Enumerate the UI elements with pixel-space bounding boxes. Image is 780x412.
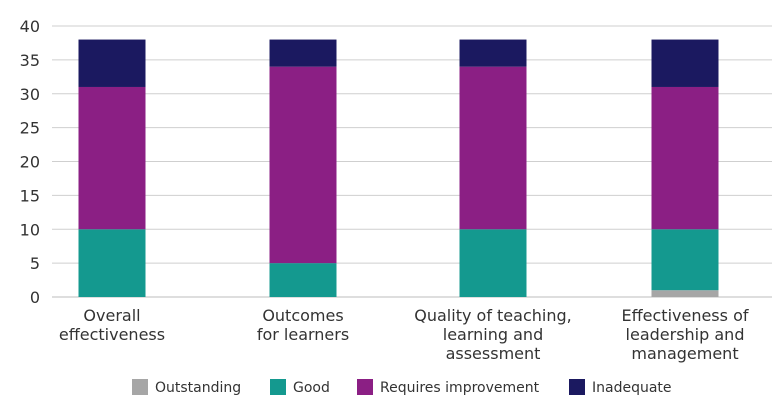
bar-segment-inadequate xyxy=(651,39,719,87)
category-label: Outcomes xyxy=(262,306,343,325)
y-tick-label: 30 xyxy=(20,85,40,104)
category-label: learning and xyxy=(443,325,543,344)
bar-segment-outstanding xyxy=(651,290,719,297)
bar-segment-inadequate xyxy=(78,39,146,87)
legend-swatch xyxy=(569,379,585,395)
bar-segment-requires-improvement xyxy=(269,66,337,264)
legend-label: Inadequate xyxy=(592,380,672,396)
y-tick-label: 0 xyxy=(30,288,40,307)
bar-segment-inadequate xyxy=(459,39,527,67)
bars xyxy=(78,39,719,297)
bar-segment-good xyxy=(459,229,527,297)
category-label: Quality of teaching, xyxy=(414,306,571,325)
bar-segment-good xyxy=(78,229,146,297)
category-label: effectiveness xyxy=(59,325,165,344)
y-tick-label: 10 xyxy=(20,220,40,239)
category-label: Overall xyxy=(83,306,140,325)
y-tick-label: 15 xyxy=(20,186,40,205)
bar-segment-good xyxy=(269,263,337,297)
legend-swatch xyxy=(357,379,373,395)
category-label: management xyxy=(631,344,738,363)
y-tick-label: 20 xyxy=(20,153,40,172)
legend-swatch xyxy=(132,379,148,395)
y-tick-label: 25 xyxy=(20,119,40,138)
y-axis-tick-labels: 0 5 10 15 20 25 30 35 40 xyxy=(20,17,40,307)
legend: Outstanding Good Requires improvement Inade… xyxy=(132,379,672,396)
y-tick-label: 5 xyxy=(30,254,40,273)
gridlines xyxy=(52,25,772,298)
bar-segment-requires-improvement xyxy=(78,86,146,230)
y-tick-label: 40 xyxy=(20,17,40,36)
category-label: Effectiveness of xyxy=(622,306,749,325)
bar-segment-good xyxy=(651,229,719,291)
category-label: assessment xyxy=(446,344,541,363)
category-label: for learners xyxy=(257,325,349,344)
y-tick-label: 35 xyxy=(20,51,40,70)
legend-label: Outstanding xyxy=(155,380,241,396)
bar-segment-requires-improvement xyxy=(459,66,527,230)
legend-label: Good xyxy=(293,380,330,396)
bar-segment-inadequate xyxy=(269,39,337,67)
category-label: leadership and xyxy=(626,325,745,344)
bar-segment-requires-improvement xyxy=(651,86,719,230)
legend-label: Requires improvement xyxy=(380,380,540,396)
legend-swatch xyxy=(270,379,286,395)
